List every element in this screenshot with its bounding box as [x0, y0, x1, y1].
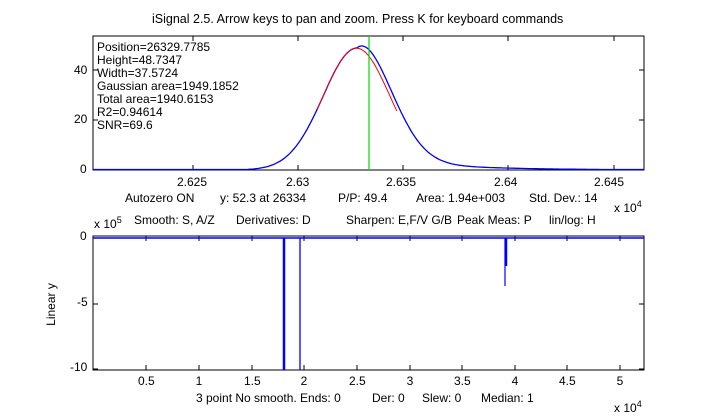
top-xtick: 2.64: [494, 175, 518, 189]
bot-ytick-0: 0: [80, 229, 87, 243]
bot-ytick-10: -10: [70, 360, 88, 374]
median-status: Median: 1: [481, 391, 534, 405]
sharpen-help: Sharpen: E,F/V G/B: [346, 213, 453, 227]
bottom-x-exponent: x 104: [614, 399, 642, 415]
bottom-xtick: 4.5: [559, 374, 576, 388]
snr-value: SNR=69.6: [97, 118, 153, 132]
bottom-y-exponent: x 105: [94, 215, 122, 231]
bottom-xtick: 0.5: [138, 374, 155, 388]
smooth-status: 3 point No smooth. Ends: 0: [196, 391, 341, 405]
y-axis-label: Linear y: [43, 283, 58, 326]
top-xtick: 2.645: [594, 175, 625, 189]
peak-to-peak: P/P: 49.4: [338, 191, 388, 205]
peak-meas-help: Peak Meas: P: [457, 213, 532, 227]
bottom-xtick: 1.5: [244, 374, 261, 388]
top-xtick: 2.635: [386, 175, 417, 189]
y-readout: y: 52.3 at 26334: [220, 191, 307, 205]
gaussian-fit: [316, 47, 398, 112]
top-ytick-40: 40: [74, 63, 88, 77]
top-x-exponent: x 104: [614, 199, 642, 215]
gaussian-area: Gaussian area=1949.1852: [97, 79, 239, 93]
bottom-xtick: 1: [195, 374, 203, 388]
top-ytick-0: 0: [80, 162, 87, 176]
bottom-xtick: 2.5: [349, 374, 366, 388]
autozero-status: Autozero ON: [125, 191, 195, 205]
r2-value: R2=0.94614: [97, 105, 163, 119]
peak-info: Position=26329.7785 Height=48.7347 Width…: [97, 41, 239, 132]
smooth-help: Smooth: S, A/Z: [134, 213, 215, 227]
top-axes[interactable]: [92, 35, 645, 171]
peak-width: Width=37.5724: [97, 66, 179, 80]
total-area: Total area=1940.6153: [97, 92, 214, 106]
linlog-help: lin/log: H: [549, 213, 596, 227]
area-readout: Area: 1.94e+003: [416, 191, 506, 205]
slew-status: Slew: 0: [422, 391, 462, 405]
derivative-status: Der: 0: [372, 391, 405, 405]
top-xtick: 2.63: [286, 175, 310, 189]
bottom-xtick: 2: [300, 374, 308, 388]
top-ytick-20: 20: [74, 112, 88, 126]
bottom-xtick: 4: [511, 374, 519, 388]
bottom-axes[interactable]: [92, 235, 645, 371]
bottom-xtick: 5: [616, 374, 624, 388]
peak-position: Position=26329.7785: [97, 40, 211, 54]
bottom-xtick: 3.5: [454, 374, 471, 388]
std-dev-readout: Std. Dev.: 14: [529, 191, 598, 205]
window-title: iSignal 2.5. Arrow keys to pan and zoom.…: [152, 12, 564, 26]
peak-height: Height=48.7347: [97, 53, 183, 67]
bottom-xtick: 3: [406, 374, 414, 388]
bot-ytick-5: -5: [77, 295, 88, 309]
top-xtick: 2.625: [177, 175, 208, 189]
derivatives-help: Derivatives: D: [236, 213, 311, 227]
